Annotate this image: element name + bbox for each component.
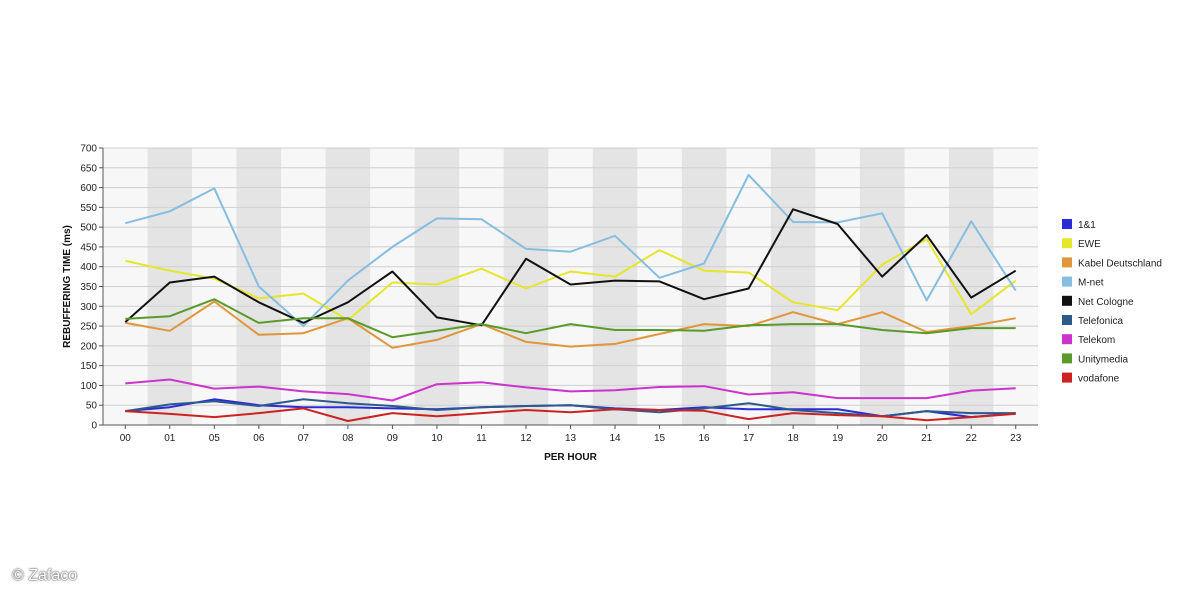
x-tick-label: 01 (164, 433, 176, 444)
x-tick-label: 21 (921, 433, 933, 444)
x-axis-ticks: 00 01 05 06 07 08 09 10 11 12 13 14 15 16 17 18 19 20 21 22… (120, 425, 1022, 444)
x-tick-label: 17 (743, 433, 755, 444)
x-tick-label: 00 (120, 433, 132, 444)
series-lines (124, 173, 1017, 422)
legend-label: vodafone (1078, 374, 1120, 385)
legend-label: Kabel Deutschland (1078, 258, 1162, 269)
y-tick-label: 550 (80, 203, 97, 214)
x-tick-label: 11 (476, 433, 487, 444)
x-tick-label: 14 (609, 433, 621, 444)
legend-label: 1&1 (1078, 220, 1096, 231)
legend-swatch (1062, 372, 1072, 383)
series-line (125, 300, 1016, 349)
x-tick-label: 22 (966, 433, 978, 444)
legend-swatch (1062, 219, 1072, 229)
series-line (125, 378, 1016, 402)
y-axis-ticks: 0 50 100 150 200 250 300 350 400 450 500 550 600 650 7… (80, 144, 103, 432)
x-tick-label: 08 (342, 433, 354, 444)
legend-swatch (1062, 238, 1072, 249)
x-tick-label: 19 (832, 433, 844, 444)
legend-swatch (1062, 276, 1072, 287)
x-tick-label: 20 (877, 433, 889, 444)
x-tick-label: 16 (699, 433, 711, 444)
series-line (125, 173, 1017, 328)
legend-swatch (1062, 353, 1072, 364)
y-tick-label: 650 (80, 163, 97, 174)
x-tick-label: 18 (788, 433, 800, 444)
legend-label: EWE (1078, 239, 1101, 250)
y-tick-label: 350 (80, 282, 97, 293)
x-tick-label: 13 (565, 433, 577, 444)
y-tick-label: 150 (80, 361, 97, 372)
legend-label: Telefonica (1078, 316, 1123, 327)
y-tick-label: 50 (86, 401, 98, 412)
legend-label: Telekom (1078, 335, 1115, 346)
legend-swatch (1062, 334, 1072, 345)
chart-legend: 1&1 EWE Kabel Deutschland M-net Net Cologne T… (1062, 219, 1162, 385)
y-tick-label: 400 (80, 262, 97, 273)
series-line (124, 208, 1017, 327)
x-tick-label: 05 (209, 433, 221, 444)
y-tick-label: 700 (80, 144, 97, 155)
y-tick-label: 600 (80, 183, 97, 194)
legend-swatch (1062, 295, 1072, 306)
legend-label: M-net (1078, 278, 1104, 289)
x-tick-label: 10 (431, 433, 443, 444)
series-line (125, 238, 1017, 322)
series-line (125, 298, 1016, 339)
x-tick-label: 07 (298, 433, 310, 444)
legend-label: Unitymedia (1078, 354, 1128, 365)
series-line (125, 407, 1016, 422)
y-tick-label: 200 (80, 341, 97, 352)
y-tick-label: 500 (80, 223, 97, 234)
y-tick-label: 300 (80, 302, 97, 313)
copyright-credit: © Zafaco (12, 567, 78, 584)
x-axis-title: PER HOUR (544, 452, 598, 463)
legend-swatch (1062, 257, 1072, 268)
x-tick-label: 12 (520, 433, 532, 444)
x-tick-label: 23 (1010, 433, 1022, 444)
y-tick-label: 0 (91, 421, 97, 432)
x-tick-label: 06 (253, 433, 265, 444)
y-tick-label: 450 (80, 242, 97, 253)
x-tick-label: 15 (654, 433, 666, 444)
y-axis-title: REBUFFERING TIME (ms) (62, 225, 73, 348)
legend-swatch (1062, 315, 1072, 325)
legend-label: Net Cologne (1078, 297, 1134, 308)
x-tick-label: 09 (387, 433, 399, 444)
y-tick-label: 250 (80, 322, 97, 333)
y-tick-label: 100 (80, 381, 97, 392)
